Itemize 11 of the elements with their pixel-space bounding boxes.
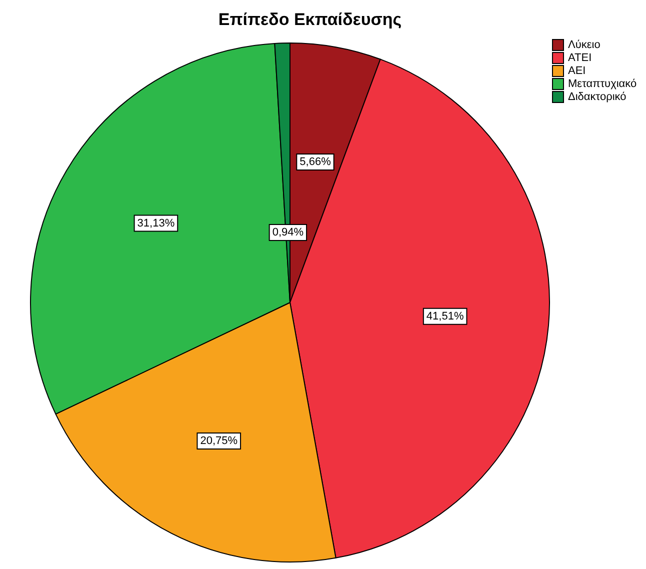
legend-label: ΑΤΕΙ — [568, 52, 592, 64]
data-label: 20,75% — [200, 435, 238, 448]
data-label: 41,51% — [426, 310, 464, 322]
chart-title: Επίπεδο Εκπαίδευσης — [217, 10, 403, 30]
legend-label: Διδακτορικό — [568, 90, 626, 102]
legend-label: Λύκειο — [568, 38, 600, 50]
data-label: 31,13% — [137, 217, 175, 230]
legend-label: ΑΕΙ — [568, 64, 586, 76]
legend-label: Μεταπτυχιακό — [568, 78, 637, 90]
data-label: 0,94% — [272, 226, 304, 238]
data-label: 5,66% — [300, 156, 332, 168]
